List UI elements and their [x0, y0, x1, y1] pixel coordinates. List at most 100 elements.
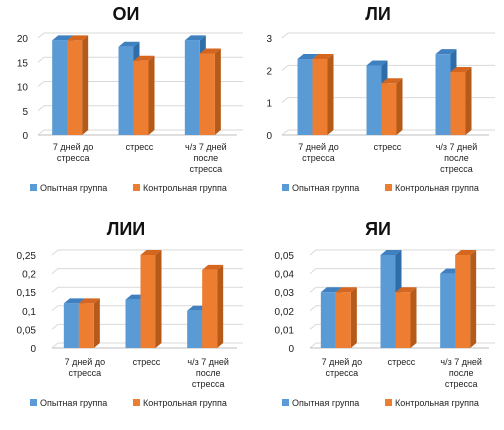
gridline-diag: [37, 129, 45, 136]
x-tick-label: после: [196, 368, 221, 378]
bar-front: [63, 303, 79, 348]
bar-top: [455, 250, 477, 255]
bar-top: [395, 287, 417, 293]
bar-front: [199, 53, 215, 135]
bar-side: [155, 250, 162, 348]
legend-swatch-control: [133, 184, 140, 191]
x-tick-label: ч/з 7 дней: [440, 357, 482, 367]
y-tick-label: 0,05: [275, 251, 295, 262]
x-tick-label: после: [444, 153, 469, 163]
bar-top: [381, 78, 403, 84]
bar-control: [199, 48, 221, 135]
gridline-diag: [51, 324, 59, 330]
gridline-diag: [51, 286, 59, 293]
bar-top: [435, 49, 457, 55]
y-tick-label: 0,02: [275, 307, 295, 318]
bar-top: [52, 35, 74, 41]
bar-control: [455, 250, 477, 348]
bar-top: [450, 66, 472, 72]
bar-top: [366, 60, 388, 66]
gridline-diag: [309, 268, 317, 274]
x-tick-label: стресса: [326, 368, 359, 378]
x-tick-label: стресса: [302, 153, 335, 163]
gridline-diag: [37, 81, 45, 87]
bar-front: [335, 292, 351, 348]
bar-top: [118, 41, 140, 47]
bar-front: [187, 310, 203, 348]
bar-top: [320, 287, 342, 293]
legend-label-control: Контрольная группа: [143, 398, 227, 408]
gridline-diag: [309, 286, 317, 293]
y-tick-label: 1: [266, 99, 272, 110]
x-tick-label: стресса: [445, 379, 478, 389]
chart-yai: ЯИ 0 0,01 0,02 0,03 0,04 0,05 7 дней до стресса с…: [252, 215, 504, 430]
legend-label-experimental: Опытная группа: [40, 183, 107, 193]
bar-top: [184, 35, 206, 41]
bar-top: [202, 264, 224, 270]
bar-front: [381, 83, 397, 135]
legend-label-control: Контрольная группа: [143, 183, 227, 193]
y-tick-label: 2: [266, 66, 272, 77]
gridline-diag: [281, 129, 289, 136]
chart-title-oi: ОИ: [113, 4, 140, 24]
y-tick-label: 0,2: [22, 270, 36, 281]
y-tick-label: 0: [22, 131, 28, 142]
y-tick-label: 20: [17, 34, 29, 45]
y-tick-label: 0,01: [275, 325, 295, 336]
y-tick-label: 0,15: [17, 288, 37, 299]
y-tick-label: 10: [17, 83, 29, 94]
bar-control: [202, 264, 224, 348]
chart-oi: ОИ 0 5 10 15 20 7 дней до стресса стресс ч/з 7 дн…: [0, 0, 252, 215]
legend-label-experimental: Опытная группа: [292, 183, 359, 193]
chart-title-lii: ЛИИ: [107, 219, 146, 239]
legend-label-control: Контрольная группа: [395, 183, 479, 193]
bar-top: [199, 48, 221, 54]
bar-front: [184, 40, 200, 135]
y-tick-label: 0,1: [22, 307, 36, 318]
chart-lii: ЛИИ 0 0,05 0,1 0,15 0,2 0,25 7 дней до стресса ст…: [0, 215, 252, 430]
x-tick-label: стресса: [69, 368, 102, 378]
x-tick-label: стресс: [133, 357, 161, 367]
bar-side: [470, 250, 477, 348]
gridline-diag: [281, 32, 289, 39]
bar-side: [82, 35, 89, 135]
gridline-diag: [281, 64, 289, 71]
x-tick-label: стресс: [388, 357, 416, 367]
gridline-diag: [51, 249, 59, 256]
bar-front: [395, 292, 411, 348]
gridline-diag: [51, 268, 59, 274]
gridline-diag: [51, 305, 59, 312]
x-tick-label: после: [449, 368, 474, 378]
y-tick-label: 3: [266, 34, 272, 45]
bar-front: [312, 59, 328, 136]
gridline-diag: [37, 56, 45, 63]
bar-front: [450, 71, 466, 135]
bar-front: [297, 59, 313, 136]
x-tick-label: стресса: [192, 379, 225, 389]
legend-swatch-experimental: [282, 399, 289, 406]
x-tick-label: 7 дней до: [65, 357, 106, 367]
bar-control: [67, 35, 89, 135]
bar-control: [450, 66, 472, 135]
x-tick-label: ч/з 7 дней: [436, 142, 478, 152]
y-tick-label: 0,03: [275, 288, 295, 299]
x-tick-label: стресса: [57, 153, 90, 163]
gridline-diag: [51, 342, 59, 349]
gridline-diag: [309, 324, 317, 330]
bar-front: [140, 255, 156, 348]
bar-control: [78, 298, 100, 348]
bar-front: [67, 40, 83, 135]
bar-front: [440, 273, 456, 348]
legend-label-experimental: Опытная группа: [292, 398, 359, 408]
bar-control: [312, 54, 334, 136]
bar-side: [93, 298, 100, 348]
bar-control: [133, 55, 155, 135]
bar-side: [465, 66, 472, 135]
x-tick-label: стресс: [374, 142, 402, 152]
y-tick-label: 0: [266, 131, 272, 142]
x-tick-label: стресса: [190, 164, 223, 174]
